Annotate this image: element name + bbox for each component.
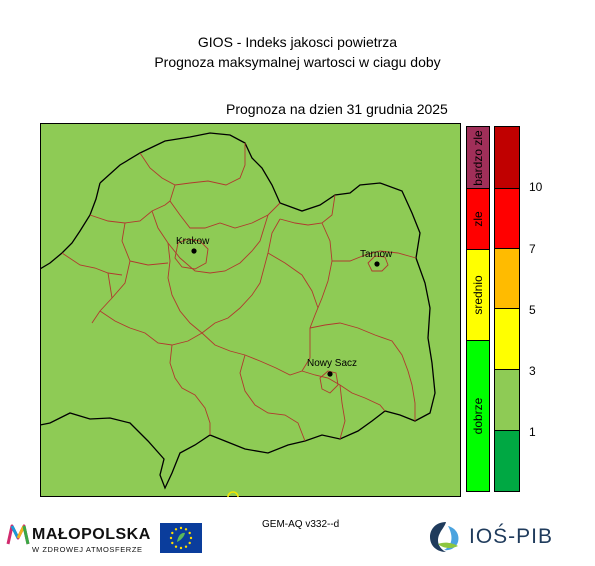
category-legend: bardzo zle zle srednio dobrze (466, 126, 490, 492)
map-marker (227, 491, 239, 497)
city-tarnow: Tarnow (360, 249, 393, 267)
city-label: Nowy Sacz (307, 358, 357, 369)
map-subtitle: Prognoza maksymalnej wartosci w ciagu do… (154, 54, 441, 70)
voivodeship-border (40, 132, 436, 490)
value-scale (494, 126, 520, 492)
city-krakow: Krakow (176, 236, 210, 254)
map-title: GIOS - Indeks jakosci powietrza (197, 34, 398, 50)
city-nowy-sacz: Nowy Sacz (307, 358, 357, 377)
category-bad: zle (467, 189, 489, 250)
scale-tick: 3 (529, 364, 536, 378)
scale-tick: 10 (529, 180, 543, 194)
scale-band-1 (495, 127, 519, 189)
category-label: srednio (471, 275, 485, 315)
ios-pib-logo-icon (430, 522, 459, 552)
category-very-bad: bardzo zle (467, 127, 489, 189)
malopolska-logo-icon (6, 524, 30, 545)
malopolska-name: MAŁOPOLSKA (32, 526, 151, 543)
malopolska-tagline: W ZDROWEJ ATMOSFERZE (32, 545, 143, 554)
city-boundaries (174, 238, 389, 394)
scale-tick: 7 (529, 242, 536, 256)
scale-tick: 5 (529, 303, 536, 317)
city-marker (191, 248, 197, 254)
city-label: Tarnow (360, 249, 393, 260)
model-version: GEM-AQ v332--d (262, 519, 340, 530)
eu-life-logo-icon (160, 523, 202, 553)
scale-band-2 (495, 189, 519, 249)
scale-band-4 (495, 309, 519, 370)
scale-tick: 1 (529, 425, 536, 439)
category-moderate: srednio (467, 250, 489, 341)
map-background (40, 123, 461, 497)
city-marker (327, 371, 333, 377)
ios-pib-name: IOŚ-PIB (469, 525, 554, 548)
category-label: dobrze (471, 397, 485, 435)
scale-band-6 (495, 431, 519, 491)
scale-band-3 (495, 249, 519, 309)
city-label: Krakow (176, 236, 210, 247)
city-marker (374, 261, 380, 267)
forecast-map: Krakow Tarnow Nowy Sacz (40, 123, 461, 497)
district-boundaries (61, 143, 417, 442)
category-label: bardzo zle (471, 129, 485, 186)
forecast-date-label: Prognoza na dzien 31 grudnia 2025 (226, 101, 448, 117)
category-good: dobrze (467, 341, 489, 491)
scale-band-5 (495, 370, 519, 431)
category-label: zle (471, 211, 485, 227)
